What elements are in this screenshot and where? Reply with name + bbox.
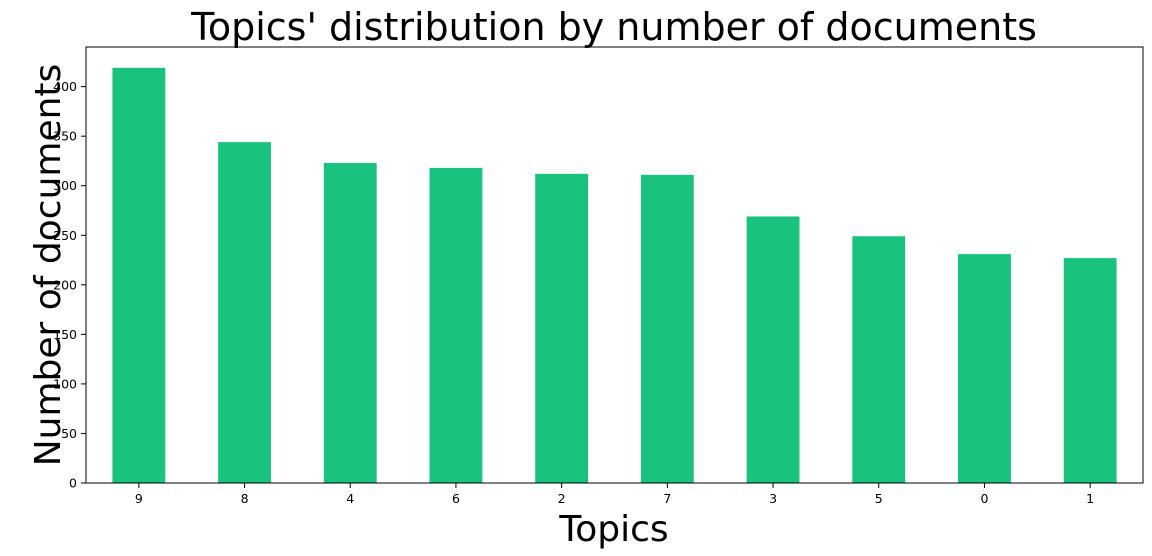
y-tick-label: 150 (53, 327, 77, 342)
bars-group (112, 67, 1117, 484)
x-tick-label: 1 (1086, 491, 1094, 506)
bar-topic-3 (746, 216, 800, 484)
x-tick-label: 3 (769, 491, 777, 506)
bar-topic-0 (958, 254, 1011, 483)
x-axis-label: Topics (558, 509, 668, 550)
x-tick-label: 7 (663, 491, 671, 506)
y-tick-label: 0 (69, 476, 77, 491)
bar-topic-8 (218, 142, 271, 484)
x-tick-label: 8 (241, 491, 249, 506)
y-axis-label: Number of documents (28, 64, 69, 467)
bar-topic-9 (112, 67, 166, 484)
y-tick-label: 300 (53, 178, 77, 193)
y-tick-label: 100 (53, 376, 77, 391)
x-tick-label: 2 (558, 491, 566, 506)
chart-title: Topics' distribution by number of docume… (190, 5, 1037, 49)
bar-topic-1 (1063, 258, 1117, 483)
bar-topic-7 (640, 174, 694, 483)
y-tick-label: 200 (53, 277, 77, 292)
x-tick-label: 5 (875, 491, 883, 506)
bar-topic-4 (323, 162, 377, 483)
x-tick-label: 6 (452, 491, 460, 506)
y-tick-label: 350 (53, 129, 77, 144)
x-tick-label: 9 (135, 491, 143, 506)
y-tick-label: 50 (61, 426, 77, 441)
plot-area-frame (85, 46, 1144, 484)
x-axis-ticks: 9 8 4 6 2 7 3 5 0 1 (135, 483, 1094, 506)
x-tick-label: 0 (980, 491, 988, 506)
bar-topic-5 (852, 236, 906, 483)
bar-topic-2 (535, 173, 589, 483)
y-axis-ticks: 0 50 100 150 200 250 300 350 400 (53, 79, 86, 491)
bar-topic-6 (429, 167, 483, 483)
x-tick-label: 4 (346, 491, 354, 506)
y-tick-label: 250 (53, 228, 77, 243)
y-tick-label: 400 (53, 79, 77, 94)
